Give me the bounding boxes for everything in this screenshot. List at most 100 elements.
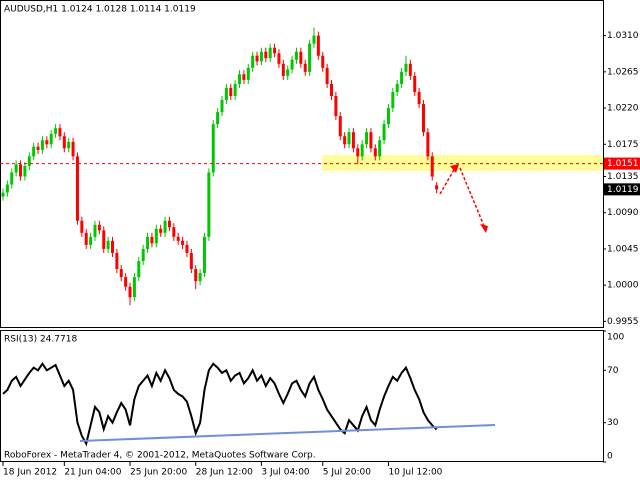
candle-body: [40, 140, 44, 150]
y-tick-label: 100: [607, 333, 624, 343]
candle-body: [299, 51, 303, 64]
candle-body: [67, 141, 71, 149]
rsi-panel-frame: [0, 330, 604, 462]
candle-body: [334, 95, 338, 117]
candle-body: [404, 63, 408, 72]
candle-body: [89, 236, 93, 245]
candle-body: [176, 236, 180, 241]
candle-body: [330, 83, 333, 96]
candle-body: [58, 128, 62, 137]
y-tick-label: 1.0220: [607, 104, 639, 114]
candle-body: [27, 156, 31, 167]
price-marker-label: 1.0151: [607, 159, 639, 169]
y-tick-label: 1.0000: [607, 281, 639, 291]
candle-body: [32, 146, 36, 157]
candle-body: [347, 132, 351, 145]
candle-body: [163, 220, 167, 233]
candle-body: [216, 112, 220, 125]
x-tick-label: 28 Jun 12:00: [196, 468, 253, 478]
candle-body: [400, 71, 404, 84]
candle-body: [207, 172, 211, 237]
candle-body: [106, 240, 110, 249]
candle-body: [255, 55, 259, 62]
candle-body: [286, 69, 290, 76]
candle-body: [14, 164, 18, 173]
candle-body: [185, 244, 189, 253]
candle-body: [408, 63, 412, 76]
x-tick-label: 3 Jul 04:00: [261, 468, 310, 478]
y-tick-label: 1.0090: [607, 208, 639, 218]
candle-body: [391, 91, 395, 109]
x-tick-label: 21 Jun 04:00: [64, 468, 121, 478]
chart-title: AUDUSD,H1 1.0124 1.0128 1.0114 1.0119: [4, 5, 196, 15]
x-tick-label: 25 Jun 20:00: [130, 468, 187, 478]
candle-body: [97, 224, 101, 231]
candle-body: [189, 252, 193, 270]
candle-body: [360, 144, 364, 157]
y-tick-label: 1.0135: [607, 172, 639, 182]
candle-body: [435, 185, 439, 190]
candle-body: [382, 124, 386, 141]
y-tick-label: 1.0045: [607, 244, 639, 254]
candle-body: [294, 51, 298, 60]
y-tick-label: 1.0175: [607, 140, 639, 150]
candle-body: [233, 83, 237, 96]
candle-body: [343, 136, 347, 145]
forecast-arrows: [439, 167, 485, 227]
candle-body: [229, 87, 233, 96]
candle-body: [281, 63, 285, 76]
candle-body: [146, 236, 150, 249]
candle-body: [198, 273, 202, 282]
candle-body: [220, 100, 224, 113]
candle-body: [325, 67, 329, 84]
footer: RoboForex - MetaTrader 4, © 2001-2012, M…: [4, 451, 316, 461]
candle-body: [238, 74, 242, 84]
candle-body: [10, 172, 14, 185]
candle-body: [84, 232, 88, 245]
arrow-head: [480, 224, 488, 233]
x-tick-label: 10 Jul 12:00: [388, 468, 442, 478]
candle-body: [115, 252, 119, 270]
candle-body: [62, 136, 66, 149]
candle-body: [1, 192, 5, 197]
candle-body: [23, 166, 27, 177]
y-tick-label: 1.0265: [607, 67, 639, 77]
candle-body: [277, 53, 281, 64]
candle-body: [430, 156, 434, 177]
candle-body: [321, 55, 325, 68]
candle-body: [351, 132, 355, 149]
candle-body: [421, 104, 425, 133]
candle-body: [154, 228, 158, 244]
candle-body: [181, 240, 185, 245]
candle-body: [312, 35, 316, 44]
resistance-zone: [322, 155, 603, 171]
candle-body: [172, 227, 176, 237]
candle-body: [264, 51, 268, 59]
y-tick-label: 1.0310: [607, 31, 639, 41]
candle-body: [395, 83, 399, 92]
candle-body: [19, 164, 23, 177]
candle-body: [5, 184, 9, 193]
candle-body: [426, 132, 430, 157]
forecast-down: [459, 167, 485, 227]
candle-body: [111, 240, 114, 253]
candle-body: [417, 91, 421, 105]
x-tick-label: 18 Jun 2012: [3, 468, 57, 478]
candle-body: [202, 236, 206, 274]
candle-body: [273, 47, 277, 54]
candle-body: [308, 43, 312, 72]
candle-body: [246, 67, 250, 80]
forecast-up: [439, 167, 456, 195]
candle-body: [365, 132, 369, 145]
candle-body: [211, 124, 215, 173]
candle-body: [45, 140, 49, 145]
y-tick-label: 0.9955: [607, 317, 639, 327]
candle-body: [141, 248, 145, 261]
candle-body: [413, 75, 417, 92]
rsi-trendline: [79, 424, 496, 442]
candle-body: [356, 148, 360, 157]
candle-body: [316, 35, 320, 56]
candle-body: [128, 286, 132, 298]
